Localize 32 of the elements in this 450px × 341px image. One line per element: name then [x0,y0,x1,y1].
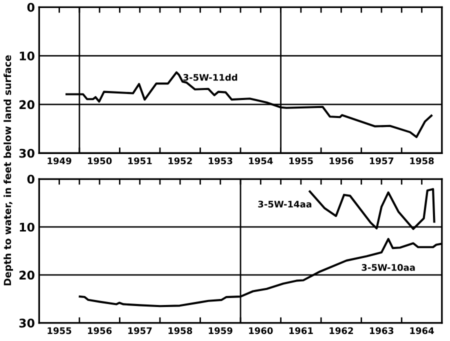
x-tick-label: 1954 [249,157,273,164]
x-tick-label: 1958 [168,327,192,334]
x-tick-label: 1963 [370,327,394,334]
x-tick-label: 1957 [128,327,152,334]
y-tick-label: 30 [19,318,34,328]
x-tick-label: 1957 [370,157,394,164]
series-label: 3-5W-10aa [362,264,415,271]
x-tick-label: 1956 [330,157,354,164]
x-tick-label: 1952 [168,157,192,164]
x-tick-label: 1959 [208,327,232,334]
y-tick-label: 0 [27,2,34,12]
x-tick-label: 1953 [208,157,232,164]
x-tick-label: 1955 [48,327,72,334]
y-tick-label: 10 [20,52,34,60]
x-tick-label: 1956 [88,327,112,334]
x-tick-label: 1955 [289,157,313,164]
x-tick-label: 1961 [289,327,313,334]
x-tick-label: 1950 [88,157,112,164]
y-tick-label: 30 [19,148,34,158]
x-tick-label: 1958 [410,157,434,164]
y-axis-title: Depth to water, in feet below land surface [4,55,14,286]
series-label: 3-5W-11dd [183,74,238,81]
x-tick-label: 1964 [410,327,434,334]
y-tick-label: 20 [19,100,34,110]
series-label: 3-5W-14aa [258,200,312,208]
x-tick-label: 1960 [249,327,273,334]
y-tick-label: 10 [20,222,34,232]
x-tick-label: 1949 [48,157,72,164]
y-tick-label: 0 [27,174,34,184]
y-tick-label: 20 [19,270,34,280]
x-tick-label: 1962 [330,327,353,334]
x-tick-label: 1951 [128,157,152,164]
